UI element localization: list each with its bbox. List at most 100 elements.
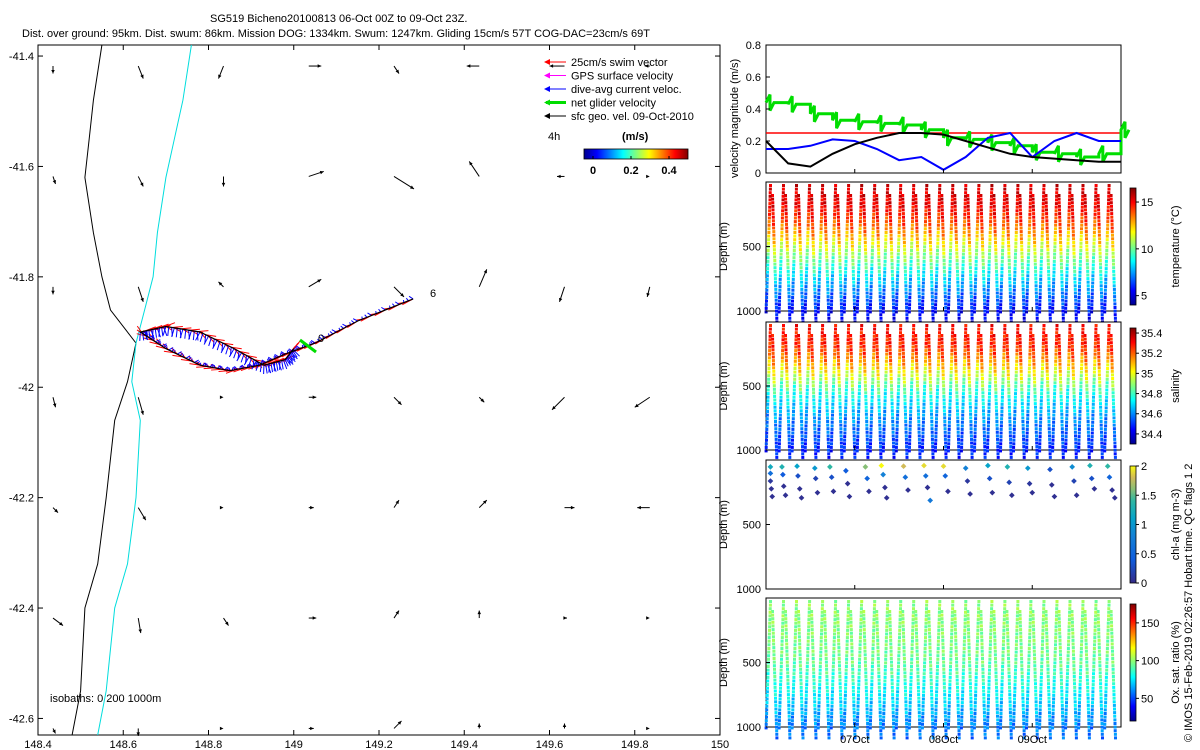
salinity-sample	[1090, 431, 1094, 435]
salinity-sample	[1028, 345, 1032, 349]
temperature-sample	[1039, 270, 1043, 274]
salinity-sample	[810, 355, 814, 359]
salinity-sample	[1092, 388, 1096, 392]
temperature-sample	[988, 245, 992, 249]
salinity-sample	[872, 349, 876, 353]
dac-vector	[284, 359, 289, 367]
salinity-sample	[1110, 355, 1114, 359]
oxygen-sample	[768, 610, 772, 614]
oxygen-sample	[824, 638, 828, 642]
dac-vector	[285, 358, 292, 366]
salinity-sample	[909, 410, 913, 413]
oxygen-sample	[818, 683, 822, 687]
temperature-sample	[855, 310, 859, 314]
salinity-sample	[806, 363, 810, 367]
salinity-sample	[898, 359, 901, 363]
temperature-sample	[1087, 313, 1091, 317]
salinity-sample	[982, 416, 986, 420]
map-ticks	[37, 45, 721, 735]
salinity-sample	[1112, 409, 1116, 413]
salinity-sample	[912, 324, 916, 327]
oxygen-sample	[788, 725, 792, 729]
temperature-sample	[886, 187, 890, 191]
salinity-sample	[940, 341, 944, 345]
temperature-samples	[764, 184, 1117, 324]
temperature-sample	[869, 296, 873, 299]
oxygen-sample	[804, 701, 808, 705]
salinity-sample	[891, 427, 895, 431]
temperature-sample	[886, 184, 890, 187]
temperature-sample	[953, 204, 957, 208]
temperature-sample	[863, 226, 867, 230]
salinity-sample	[785, 380, 789, 384]
salinity-sample	[845, 367, 849, 370]
salinity-sample	[877, 394, 881, 398]
temperature-sample	[851, 269, 855, 273]
salinity-sample	[1099, 409, 1103, 413]
salinity-sample	[928, 373, 932, 377]
temperature-sample	[1026, 263, 1030, 267]
temperature-sample	[942, 266, 946, 270]
salinity-sample	[883, 410, 887, 413]
temperature-sample	[967, 230, 971, 234]
salinity-sample	[1045, 348, 1048, 352]
salinity-sample	[981, 398, 985, 402]
oxygen-sample	[773, 685, 777, 689]
map-x-tick-label: 149.2	[365, 739, 393, 750]
salinity-sample	[1104, 417, 1108, 421]
temperature-sample	[881, 310, 885, 314]
temperature-sample	[1097, 226, 1101, 230]
temperature-sample	[1110, 208, 1114, 212]
temperature-sample	[943, 291, 947, 295]
oxygen-sample	[775, 736, 779, 740]
salinity-sample	[838, 412, 842, 416]
temperature-sample	[1021, 284, 1025, 288]
temperature-sample	[1053, 245, 1057, 249]
salinity-sample	[766, 399, 770, 403]
salinity-sample	[975, 392, 978, 396]
salinity-sample	[949, 363, 953, 367]
dac-vector	[251, 360, 257, 370]
salinity-sample	[973, 438, 977, 442]
temperature-sample	[1035, 313, 1039, 317]
salinity-sample	[780, 363, 784, 367]
temperature-sample	[928, 226, 932, 230]
salinity-sample	[974, 395, 978, 399]
salinity-sample	[858, 370, 862, 374]
salinity-sample	[857, 402, 861, 406]
temperature-sample	[1067, 216, 1071, 220]
salinity-sample	[1096, 337, 1100, 341]
salinity-sample	[1044, 341, 1048, 345]
oxygen-sample	[807, 614, 811, 618]
salinity-sample	[775, 448, 778, 452]
salinity-sample	[1100, 441, 1104, 445]
salinity-sample	[1034, 427, 1038, 431]
salinity-sample	[891, 430, 895, 434]
geo-vector-head	[140, 74, 144, 79]
salinity-sample	[896, 395, 900, 399]
salinity-sample	[858, 377, 862, 381]
temperature-sample	[951, 187, 955, 191]
temperature-sample	[931, 316, 935, 320]
oxygen-sample	[827, 729, 831, 733]
temperature-sample	[956, 269, 959, 273]
temperature-sample	[1100, 309, 1104, 313]
temperature-sample	[859, 212, 863, 216]
temperature-sample	[781, 187, 785, 191]
salinity-sample	[839, 430, 843, 434]
oxygen-sample	[774, 711, 778, 715]
salinity-sample	[837, 373, 841, 377]
salinity-sample	[1066, 384, 1070, 388]
salinity-sample	[884, 370, 888, 374]
salinity-sample	[947, 431, 951, 435]
temperature-sample	[1033, 241, 1037, 244]
salinity-sample	[891, 416, 895, 420]
salinity-sample	[1041, 349, 1045, 353]
temperature-sample	[817, 299, 821, 303]
oxygen-sample	[779, 686, 782, 690]
temperature-sample	[940, 212, 944, 216]
map-x-tick-label: 149	[285, 739, 303, 750]
oxygen-sample	[773, 678, 777, 682]
salinity-sample	[1061, 448, 1065, 452]
